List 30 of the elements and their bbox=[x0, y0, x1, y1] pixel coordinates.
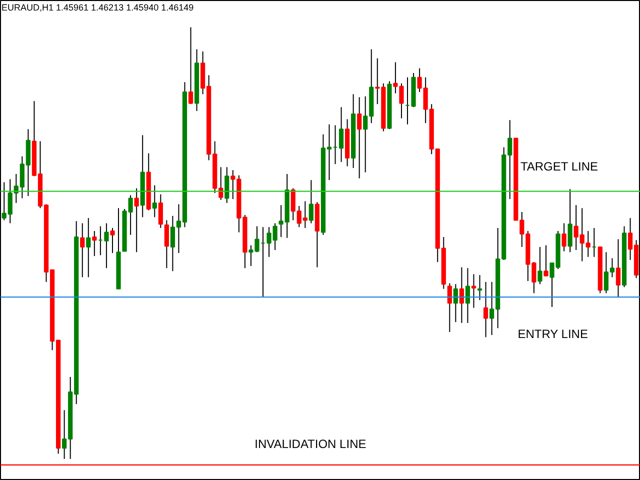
candlestick bbox=[465, 268, 470, 324]
candlestick bbox=[459, 266, 464, 324]
candlestick bbox=[483, 281, 488, 338]
candlestick bbox=[544, 244, 548, 276]
candlestick bbox=[616, 238, 621, 298]
candlestick bbox=[447, 282, 452, 333]
candlestick bbox=[92, 230, 97, 257]
candlestick bbox=[338, 106, 344, 162]
candlestick bbox=[568, 188, 572, 253]
candlestick bbox=[471, 274, 476, 308]
candlestick bbox=[80, 222, 85, 278]
candlestick bbox=[538, 246, 542, 285]
candlestick bbox=[134, 188, 139, 253]
chart-title: EURAUD,H1 1.45961 1.46213 1.45940 1.46149 bbox=[2, 2, 194, 12]
candlestick bbox=[152, 184, 157, 218]
candlestick bbox=[562, 222, 566, 252]
candlestick bbox=[110, 227, 115, 254]
candlestick bbox=[453, 284, 458, 323]
ref-line-label: ENTRY LINE bbox=[518, 327, 588, 342]
candlestick bbox=[224, 166, 230, 204]
candlestick bbox=[357, 96, 362, 179]
candlestick bbox=[158, 194, 163, 228]
candlestick bbox=[308, 180, 314, 224]
candlestick bbox=[164, 220, 169, 269]
ref-line-label: INVALIDATION LINE bbox=[254, 436, 366, 451]
candlestick bbox=[86, 218, 91, 278]
candlestick bbox=[477, 274, 482, 301]
ref-line-label: TARGET LINE bbox=[520, 159, 598, 174]
candlestick bbox=[104, 222, 109, 269]
candlestick bbox=[188, 26, 194, 105]
